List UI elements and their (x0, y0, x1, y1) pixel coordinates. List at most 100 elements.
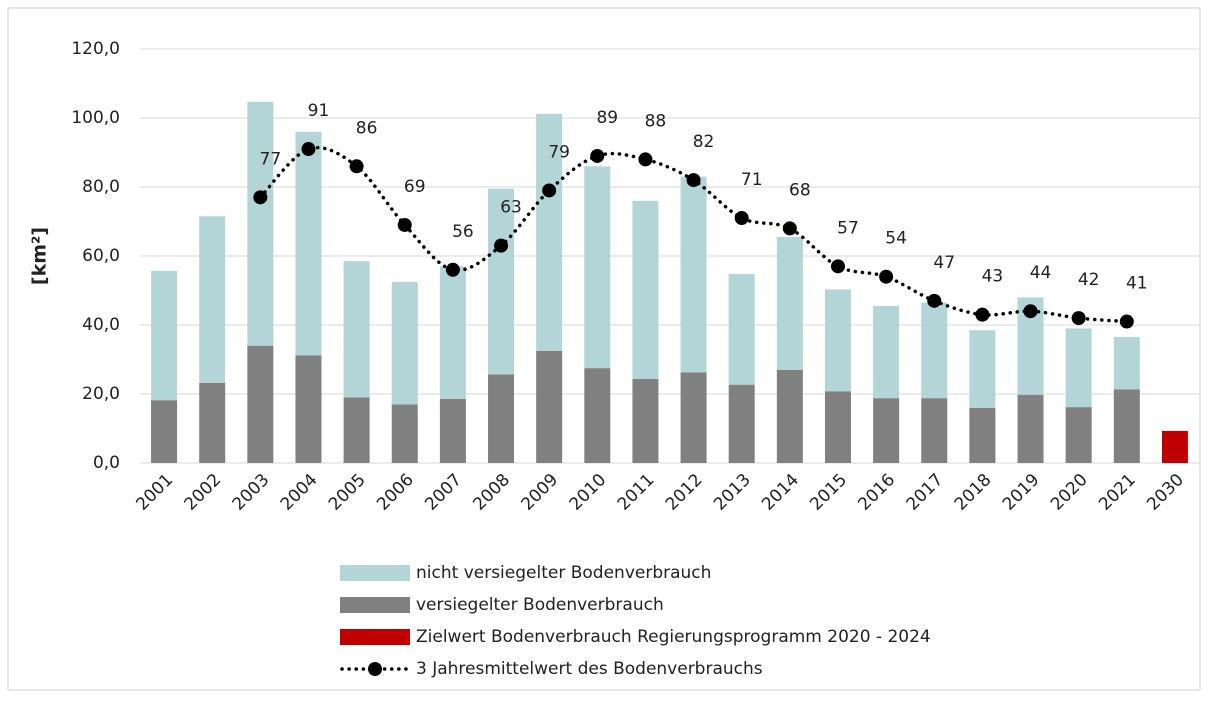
x-tick-label: 2007 (421, 470, 466, 515)
y-tick-label: 0,0 (93, 453, 120, 473)
legend-marker (368, 662, 382, 676)
x-tick-label: 2010 (566, 470, 611, 515)
data-label: 57 (837, 218, 859, 238)
bar (680, 176, 707, 373)
marker (879, 269, 894, 284)
marker (397, 217, 412, 232)
data-label: 77 (260, 149, 282, 169)
bar (1065, 407, 1092, 463)
bar (247, 345, 274, 463)
x-tick-label: 2020 (1047, 470, 1092, 515)
bar (488, 188, 515, 375)
x-tick-label: 2005 (325, 470, 370, 515)
data-label: 43 (982, 267, 1004, 287)
legend-swatch (340, 565, 410, 581)
bar (295, 131, 322, 356)
bar (632, 378, 659, 463)
marker (494, 238, 509, 253)
bar (1017, 394, 1044, 463)
marker (445, 262, 460, 277)
data-label: 42 (1078, 270, 1100, 290)
x-tick-label: 2008 (469, 470, 514, 515)
marker (1119, 314, 1134, 329)
bar (343, 261, 370, 398)
data-label: 63 (500, 198, 522, 218)
marker (686, 173, 701, 188)
data-label: 47 (933, 253, 955, 273)
bar (199, 382, 226, 463)
bar (776, 369, 803, 463)
bar (632, 200, 659, 379)
marker (638, 152, 653, 167)
y-axis-label: [km²] (29, 227, 51, 285)
x-tick-label: 2030 (1143, 470, 1188, 515)
data-label: 89 (596, 108, 618, 128)
data-label: 71 (741, 170, 763, 190)
bar (584, 166, 611, 369)
x-tick-label: 2018 (951, 470, 996, 515)
legend-label: versiegelter Bodenverbrauch (416, 595, 664, 615)
legend-swatch (340, 629, 410, 645)
bar (151, 270, 178, 401)
x-tick-label: 2004 (277, 470, 322, 515)
data-label: 69 (404, 177, 426, 197)
x-tick-label: 2012 (662, 470, 707, 515)
bar (295, 355, 322, 463)
bar (247, 101, 274, 346)
bar (199, 216, 226, 383)
data-label: 86 (356, 118, 378, 138)
marker (349, 159, 364, 174)
bar (921, 398, 948, 463)
bar (151, 400, 178, 463)
data-label: 82 (693, 132, 715, 152)
bar (536, 113, 563, 351)
bar (1113, 389, 1140, 463)
legend-label: nicht versiegelter Bodenverbrauch (416, 563, 711, 583)
bar (488, 374, 515, 463)
marker (734, 211, 749, 226)
marker (1071, 311, 1086, 326)
data-label: 68 (789, 180, 811, 200)
bar (969, 407, 996, 463)
bar (728, 273, 755, 385)
x-tick-label: 2009 (517, 470, 562, 515)
bar (873, 398, 900, 463)
bar (1161, 430, 1188, 463)
bar (776, 237, 803, 370)
x-tick-label: 2015 (806, 470, 851, 515)
bar (343, 397, 370, 463)
x-tick-label: 2019 (999, 470, 1044, 515)
data-label: 79 (548, 142, 570, 162)
x-tick-label: 2013 (710, 470, 755, 515)
x-tick-label: 2003 (229, 470, 274, 515)
marker (253, 190, 268, 205)
marker (542, 183, 557, 198)
bar (391, 404, 418, 463)
bar (824, 391, 851, 463)
y-tick-label: 60,0 (82, 246, 120, 266)
bar (391, 281, 418, 405)
data-label: 91 (308, 101, 330, 121)
data-label: 44 (1030, 263, 1052, 283)
legend-swatch (340, 597, 410, 613)
marker (590, 148, 605, 163)
marker (975, 307, 990, 322)
data-label: 88 (645, 111, 667, 131)
x-tick-label: 2002 (181, 470, 226, 515)
y-tick-label: 100,0 (71, 108, 120, 128)
x-tick-label: 2021 (1095, 470, 1140, 515)
marker (301, 142, 316, 157)
bar (824, 289, 851, 392)
y-tick-label: 20,0 (82, 384, 120, 404)
bar (536, 350, 563, 463)
x-tick-label: 2017 (903, 470, 948, 515)
x-tick-label: 2006 (373, 470, 418, 515)
x-tick-label: 2016 (854, 470, 899, 515)
x-tick-label: 2001 (132, 470, 177, 515)
data-label: 54 (885, 229, 907, 249)
y-tick-label: 80,0 (82, 177, 120, 197)
bar (680, 372, 707, 463)
y-tick-label: 120,0 (71, 39, 120, 59)
bar (921, 302, 948, 399)
